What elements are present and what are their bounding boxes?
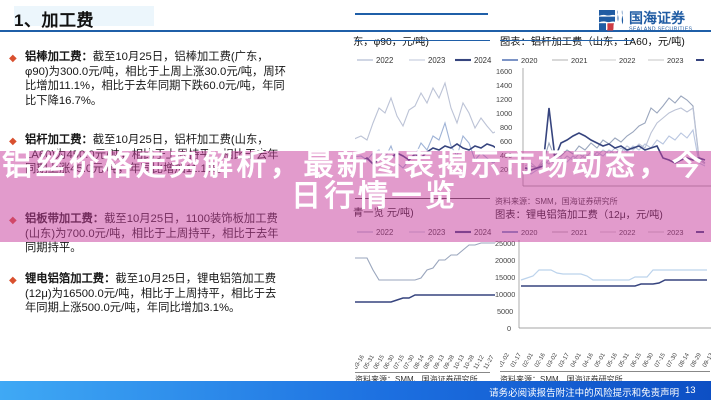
svg-text:2020: 2020: [521, 56, 537, 65]
svg-text:20000: 20000: [495, 256, 515, 265]
svg-text:15000: 15000: [495, 273, 515, 282]
svg-text:2024: 2024: [474, 228, 492, 237]
svg-text:2022: 2022: [376, 228, 393, 237]
svg-text:400: 400: [500, 151, 512, 160]
svg-text:25000: 25000: [495, 240, 515, 248]
svg-text:09-13: 09-13: [702, 352, 711, 369]
svg-text:600: 600: [500, 137, 512, 146]
svg-text:1400: 1400: [496, 81, 512, 90]
svg-text:2022: 2022: [619, 56, 635, 65]
svg-text:5000: 5000: [497, 307, 513, 316]
svg-text:SEALAND SECURITIES: SEALAND SECURITIES: [629, 27, 693, 33]
svg-text:800: 800: [500, 123, 512, 132]
svg-text:2023: 2023: [428, 228, 445, 237]
svg-text:200: 200: [500, 165, 512, 174]
svg-text:2023: 2023: [667, 56, 683, 65]
svg-text:2022: 2022: [619, 228, 635, 237]
svg-text:2023: 2023: [667, 228, 683, 237]
svg-text:2024: 2024: [474, 56, 492, 65]
svg-text:11-27: 11-27: [483, 354, 495, 370]
svg-text:2020: 2020: [521, 228, 537, 237]
svg-text:10000: 10000: [495, 290, 515, 299]
svg-text:1200: 1200: [496, 95, 512, 104]
svg-text:2023: 2023: [428, 56, 445, 65]
svg-text:2022: 2022: [376, 56, 393, 65]
svg-text:1600: 1600: [496, 68, 512, 76]
svg-text:2021: 2021: [571, 56, 587, 65]
svg-text:1000: 1000: [496, 109, 512, 118]
svg-text:2021: 2021: [571, 228, 587, 237]
svg-text:0: 0: [507, 324, 511, 332]
svg-text:国海证券: 国海证券: [629, 10, 686, 26]
